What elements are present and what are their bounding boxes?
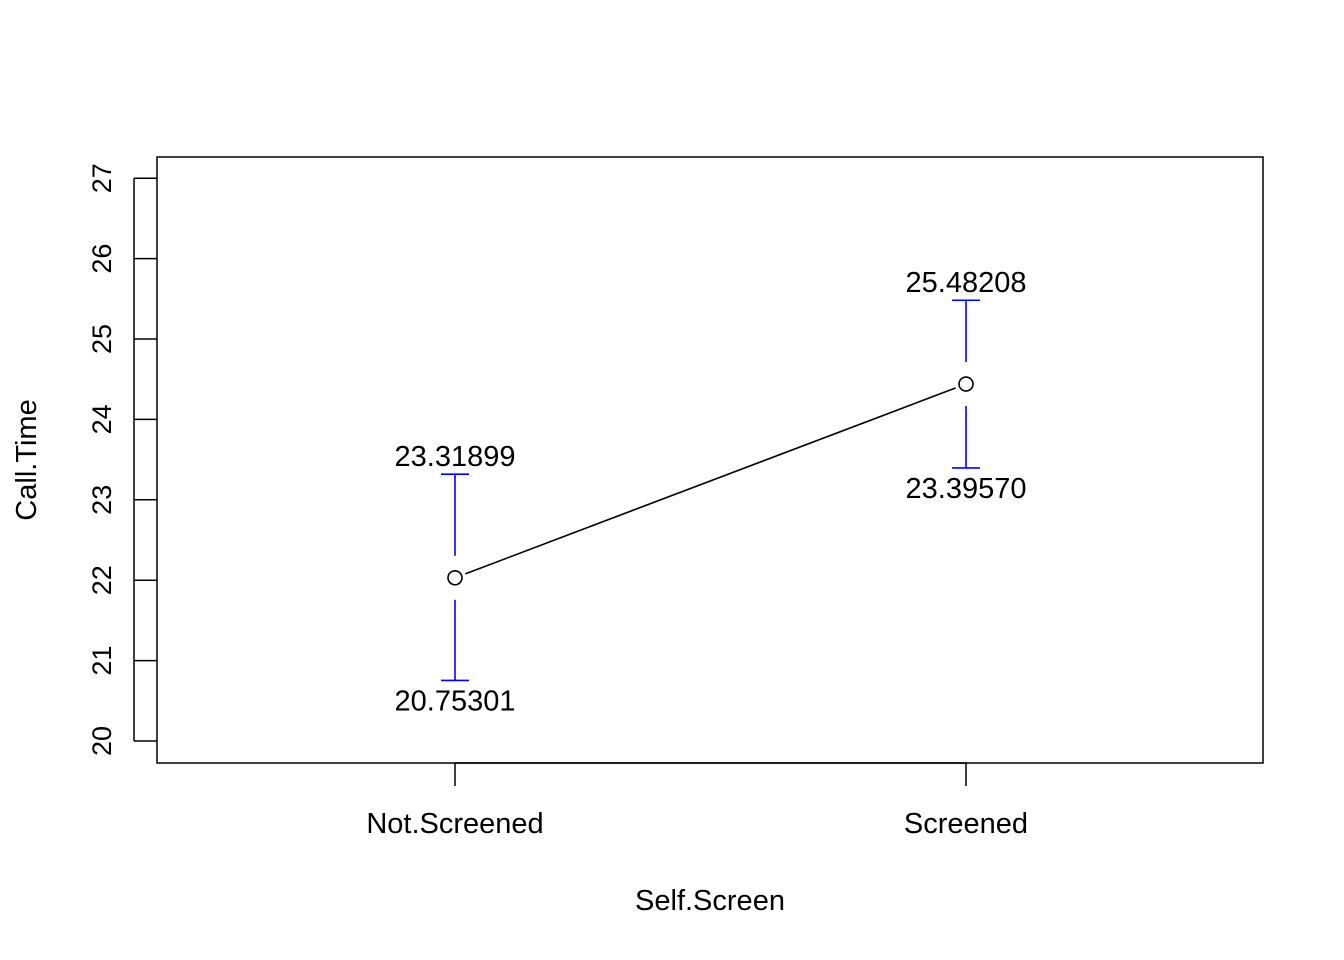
error-bar-labels: 23.31899 20.75301 25.48208 23.39570 — [395, 267, 1027, 717]
x-tick-label: Screened — [904, 808, 1028, 840]
y-tick-label: 26 — [87, 244, 117, 274]
x-tick-label: Not.Screened — [366, 808, 543, 840]
upper-bound-label: 25.48208 — [906, 267, 1027, 299]
series-segment — [465, 388, 955, 574]
data-point — [448, 571, 462, 585]
y-tick-label: 27 — [87, 163, 117, 193]
x-axis: Not.Screened Screened — [366, 763, 1028, 840]
y-tick-label: 25 — [87, 324, 117, 354]
lower-bound-label: 20.75301 — [395, 685, 516, 717]
upper-bound-label: 23.31899 — [395, 441, 516, 473]
series-line — [448, 377, 973, 585]
y-tick-label: 22 — [87, 565, 117, 595]
plot-frame — [157, 157, 1263, 763]
y-axis-title: Call.Time — [11, 399, 43, 520]
y-tick-label: 24 — [87, 404, 117, 434]
data-point — [959, 377, 973, 391]
x-axis-title: Self.Screen — [635, 885, 785, 917]
lower-bound-label: 23.39570 — [906, 473, 1027, 505]
y-tick-label: 20 — [87, 726, 117, 756]
y-tick-label: 21 — [87, 646, 117, 676]
y-tick-label: 23 — [87, 485, 117, 515]
y-axis: 20 21 22 23 24 25 26 27 — [87, 163, 157, 756]
error-bars — [441, 300, 980, 680]
